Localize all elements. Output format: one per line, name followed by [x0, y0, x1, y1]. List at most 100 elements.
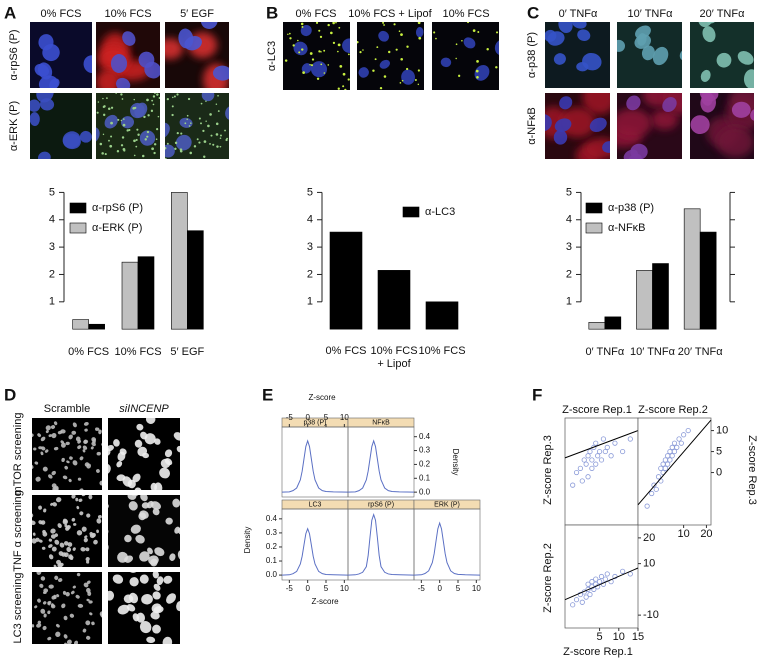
cytoplasm — [96, 69, 121, 88]
row-label: α-p38 (P) — [526, 32, 538, 78]
nucleus — [54, 575, 59, 580]
x-tick-label: 5 — [324, 584, 329, 593]
legend-label: α-NFκB — [608, 222, 646, 234]
puncta — [203, 140, 207, 143]
nucleus — [117, 451, 126, 462]
panel-frame — [281, 508, 349, 581]
nucleus — [57, 523, 62, 529]
nucleus — [84, 428, 88, 432]
nucleus — [165, 144, 175, 158]
panel-frame — [413, 508, 481, 581]
nucleus — [96, 529, 99, 534]
column-header: 10% FCS — [104, 8, 151, 20]
nucleus — [63, 634, 68, 639]
nucleus — [637, 33, 647, 46]
scatter-point — [667, 457, 673, 463]
puncta — [151, 147, 154, 151]
puncta — [455, 57, 457, 60]
puncta — [151, 99, 154, 102]
nucleus — [177, 550, 180, 561]
nucleus — [122, 31, 136, 46]
puncta — [332, 22, 335, 25]
nucleus — [61, 603, 66, 609]
nucleus — [212, 65, 229, 81]
nucleus — [42, 466, 48, 472]
puncta — [406, 67, 409, 71]
nucleus — [40, 576, 46, 581]
x-tick-label: 0% FCS — [325, 345, 367, 357]
puncta — [137, 133, 140, 136]
nucleus — [152, 572, 159, 579]
nucleus — [139, 621, 152, 634]
nucleus — [89, 612, 93, 616]
scatter-point — [585, 586, 591, 592]
nucleus — [750, 108, 754, 121]
nucleus — [602, 141, 610, 153]
scatter-point — [620, 568, 626, 574]
puncta — [219, 137, 222, 139]
nucleus — [53, 421, 58, 426]
nucleus — [83, 582, 89, 588]
x-tick-label: 5 — [597, 631, 603, 643]
nucleus — [45, 430, 49, 434]
puncta — [121, 98, 124, 100]
nucleus — [85, 620, 91, 626]
nucleus — [82, 628, 87, 633]
micrograph-bg — [30, 22, 92, 88]
nucleus — [48, 544, 53, 548]
nucleus — [72, 585, 76, 589]
nucleus — [53, 644, 60, 651]
puncta — [134, 106, 137, 109]
nucleus — [48, 554, 54, 560]
panel-label: D — [4, 385, 16, 404]
panel-frame — [637, 417, 712, 526]
legend-swatch — [585, 202, 603, 214]
nucleus — [77, 603, 84, 608]
nucleus — [165, 517, 173, 525]
nucleus — [150, 558, 158, 567]
nucleus — [48, 584, 54, 589]
nucleus — [79, 456, 84, 461]
puncta — [141, 154, 145, 158]
nucleus — [117, 551, 128, 563]
puncta — [327, 23, 330, 27]
nucleus — [40, 436, 46, 442]
puncta — [171, 113, 174, 117]
puncta — [338, 26, 341, 29]
nucleus — [293, 41, 308, 56]
nucleus — [34, 461, 39, 465]
nucleus — [165, 122, 170, 139]
nucleus — [310, 61, 328, 78]
puncta — [344, 88, 347, 90]
nucleus — [69, 456, 73, 460]
nucleus — [440, 57, 452, 68]
puncta — [316, 77, 320, 81]
nucleus — [38, 539, 43, 543]
puncta — [417, 83, 420, 86]
nucleus — [42, 529, 46, 534]
nucleus — [76, 530, 83, 536]
puncta — [455, 43, 458, 46]
puncta — [318, 50, 321, 53]
nucleus — [85, 557, 90, 562]
nucleus — [40, 451, 44, 456]
nucleus — [76, 572, 81, 577]
puncta — [217, 94, 219, 97]
nucleus — [152, 508, 160, 516]
puncta — [174, 141, 178, 145]
nucleus — [37, 620, 41, 625]
puncta — [398, 30, 401, 32]
x-tick-label: 10 — [340, 413, 349, 422]
x-tick-label: 5 — [324, 413, 329, 422]
nucleus — [135, 534, 145, 544]
puncta — [495, 31, 499, 34]
nucleus — [142, 452, 149, 459]
nucleus — [33, 447, 37, 451]
nucleus — [60, 442, 66, 448]
puncta — [110, 121, 113, 125]
panel-frame — [281, 426, 349, 498]
puncta — [99, 142, 103, 146]
nucleus — [72, 422, 77, 428]
puncta — [320, 51, 322, 53]
nucleus — [144, 433, 156, 445]
